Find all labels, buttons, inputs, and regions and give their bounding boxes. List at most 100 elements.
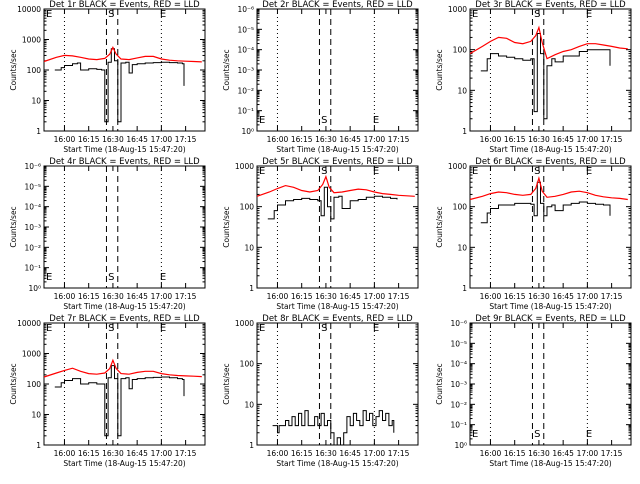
plot-8-ylabel: Counts/sec [222, 363, 231, 404]
plot-7-frame [43, 322, 206, 446]
plot-8-title: Det 8r BLACK = Events, RED = LLD [262, 314, 413, 324]
plot-3-ytick-label: 100 [453, 46, 468, 55]
plot-2-ytick-label: 10⁻⁵ [237, 25, 254, 34]
plot-4-xlabel: Start Time (18-Aug-15 15:47:20) [63, 302, 185, 311]
plot-5-ytick-label: 100 [240, 203, 255, 212]
plot-9-title: Det 9r BLACK = Events, RED = LLD [475, 314, 626, 324]
plot-2-marker-s: S [321, 115, 327, 126]
plot-2-xtick-label: 17:00 [364, 135, 386, 144]
plot-3-xtick-label: 16:45 [552, 135, 574, 144]
plot-2-ytick-label: 10⁻⁴ [237, 46, 254, 55]
plot-2-xtick-label: 16:00 [267, 135, 289, 144]
plot-5-series-events [267, 186, 398, 220]
plot-5-xlabel: Start Time (18-Aug-15 15:47:20) [276, 302, 398, 311]
plot-4-xtick-label: 17:00 [151, 292, 173, 301]
plot-8-marker-e: E [373, 323, 379, 334]
plot-8-xtick-label: 16:45 [339, 449, 361, 458]
plot-9-marker-s: S [534, 429, 540, 440]
plot-3-xlabel: Start Time (18-Aug-15 15:47:20) [489, 145, 611, 154]
plot-3-xtick-label: 16:15 [504, 135, 526, 144]
plot-9-xtick-label: 16:45 [552, 449, 574, 458]
plot-7-ytick-label: 100 [27, 380, 42, 389]
plot-7-ylabel: Counts/sec [9, 363, 18, 404]
plot-6-ytick-label: 10 [457, 243, 467, 252]
plot-5-marker-e: E [373, 166, 379, 177]
plot-4-xtick-label: 16:15 [78, 292, 100, 301]
plot-7-xlabel: Start Time (18-Aug-15 15:47:20) [63, 459, 185, 468]
plot-2-frame [256, 8, 419, 132]
plot-1-xtick-label: 17:15 [175, 135, 197, 144]
plot-9-ytick-label: 10⁻⁶ [450, 319, 467, 328]
plot-1-title: Det 1r BLACK = Events, RED = LLD [49, 0, 200, 10]
plot-7-ytick-label: 1 [36, 441, 41, 450]
plot-4-ytick-label: 10⁻⁶ [24, 162, 41, 171]
plot-5-xtick-label: 16:00 [267, 292, 289, 301]
plot-3-title: Det 3r BLACK = Events, RED = LLD [475, 0, 626, 10]
plot-1-series-events [54, 48, 185, 123]
plot-9-ytick-label: 10⁻¹ [450, 421, 467, 430]
plot-3-xtick-label: 17:00 [577, 135, 599, 144]
plot-8-ytick-label: 100 [240, 360, 255, 369]
plot-4-ytick-label: 10⁻¹ [24, 264, 41, 273]
plot-9-xtick-label: 16:00 [480, 449, 502, 458]
plot-4-title: Det 4r BLACK = Events, RED = LLD [49, 157, 200, 167]
plot-1-ylabel: Counts/sec [9, 49, 18, 90]
plot-1-frame [43, 8, 206, 132]
plot-7-marker-e: E [46, 323, 52, 334]
plot-6-ytick-label: 1 [462, 284, 467, 293]
plot-5-ytick-label: 10 [244, 243, 254, 252]
plot-2-xtick-label: 16:30 [315, 135, 337, 144]
plot-5-marker-e: E [259, 166, 265, 177]
plot-2-ytick-label: 10⁻⁶ [237, 5, 254, 14]
plot-7-ytick-label: 10 [31, 411, 41, 420]
plot-6-xtick-label: 16:45 [552, 292, 574, 301]
plot-1-xtick-label: 16:30 [102, 135, 124, 144]
plot-2-xlabel: Start Time (18-Aug-15 15:47:20) [276, 145, 398, 154]
plot-2-marker-e: E [373, 115, 379, 126]
plot-3-ylabel: Counts/sec [435, 49, 444, 90]
plot-1-marker-e: E [160, 9, 166, 20]
plot-6-xtick-label: 16:00 [480, 292, 502, 301]
plot-9-xtick-label: 16:30 [528, 449, 550, 458]
plot-6-ytick-label: 100 [453, 203, 468, 212]
plot-5-title: Det 5r BLACK = Events, RED = LLD [262, 157, 413, 167]
plot-2-title: Det 2r BLACK = Events, RED = LLD [262, 0, 413, 10]
plot-4-ytick-label: 10⁰ [28, 284, 41, 293]
plot-3-xtick-label: 17:15 [601, 135, 623, 144]
plot-4-xtick-label: 16:00 [54, 292, 76, 301]
plot-4-ytick-label: 10⁻⁵ [24, 182, 41, 191]
plot-9-ytick-label: 10⁻⁴ [450, 360, 467, 369]
plot-2-ytick-label: 10⁻³ [237, 66, 254, 75]
plot-4-xtick-label: 16:30 [102, 292, 124, 301]
plot-1-xtick-label: 17:00 [151, 135, 173, 144]
plot-2-ytick-label: 10⁻² [237, 86, 254, 95]
plot-1-ytick-label: 100 [27, 66, 42, 75]
plot-8-xlabel: Start Time (18-Aug-15 15:47:20) [276, 459, 398, 468]
plot-3-series-events [480, 33, 611, 120]
plot-1-xlabel: Start Time (18-Aug-15 15:47:20) [63, 145, 185, 154]
plot-8-ytick-label: 1 [249, 441, 254, 450]
plot-6-frame [469, 165, 632, 289]
plot-3-xtick-label: 16:00 [480, 135, 502, 144]
plot-4-xtick-label: 17:15 [175, 292, 197, 301]
plot-1-xtick-label: 16:15 [78, 135, 100, 144]
plot-5-xtick-label: 17:00 [364, 292, 386, 301]
plot-5-frame [256, 165, 419, 289]
plot-8-series-events [272, 410, 395, 446]
plot-1-ytick-label: 10 [31, 97, 41, 106]
plot-4-ytick-label: 10⁻³ [24, 223, 41, 232]
plot-2-ylabel: Counts/sec [222, 49, 231, 90]
plot-8-ytick-label: 10 [244, 400, 254, 409]
plot-7-xtick-label: 16:30 [102, 449, 124, 458]
plot-9-ytick-label: 10⁻² [450, 400, 467, 409]
plot-4-ytick-label: 10⁻⁴ [24, 203, 41, 212]
plot-3-frame [469, 8, 632, 132]
plot-1-xtick-label: 16:45 [126, 135, 148, 144]
plot-7-title: Det 7r BLACK = Events, RED = LLD [49, 314, 200, 324]
plot-4-frame [43, 165, 206, 289]
plot-4-xtick-label: 16:45 [126, 292, 148, 301]
plot-2-xtick-label: 17:15 [388, 135, 410, 144]
plot-4-marker-s: S [108, 272, 114, 283]
plot-7-xtick-label: 16:15 [78, 449, 100, 458]
